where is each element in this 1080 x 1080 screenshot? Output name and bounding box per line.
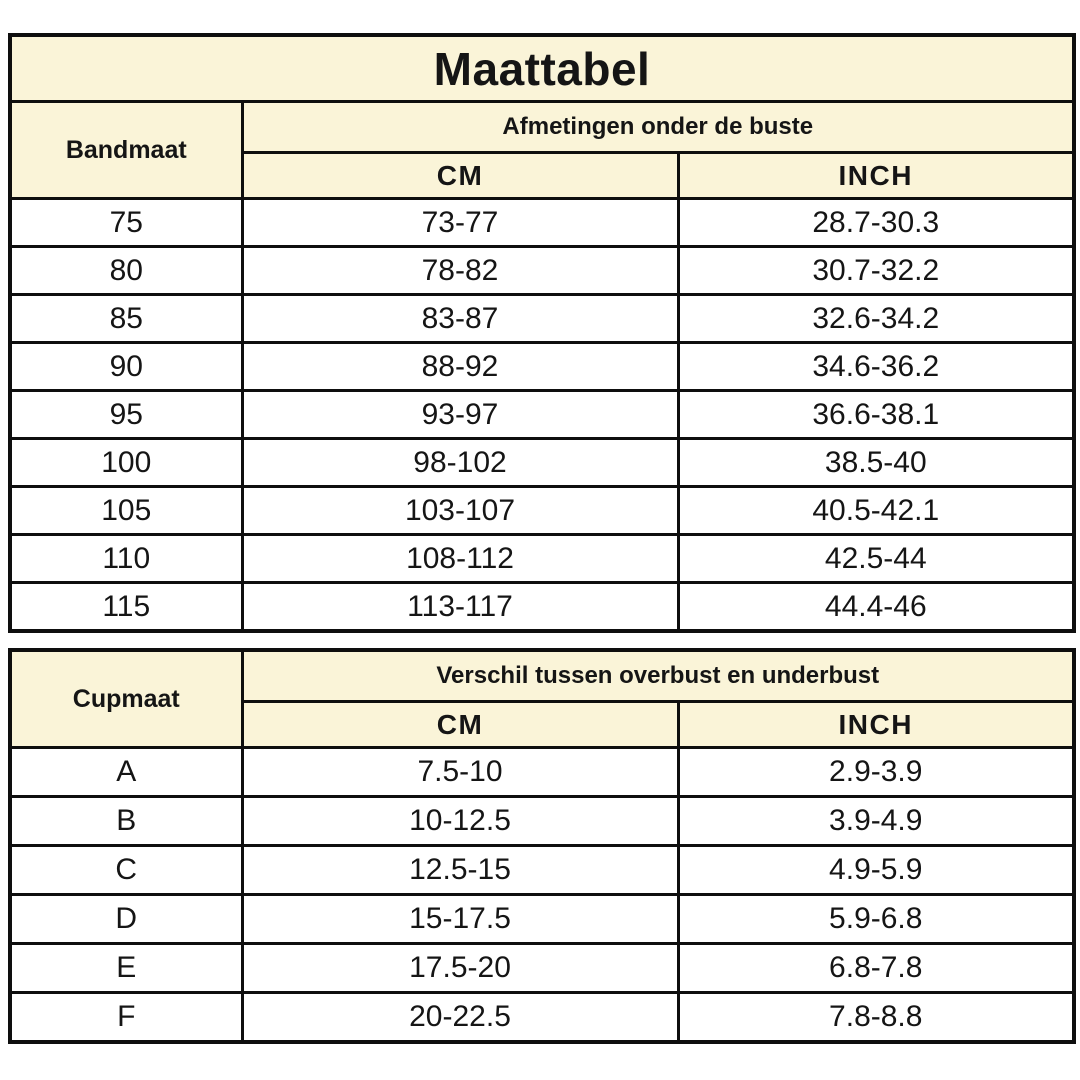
table-row: 115 113-117 44.4-46	[8, 581, 1076, 633]
cup-cm-header: CM	[240, 700, 680, 749]
cm-range-cell: 10-12.5	[240, 795, 680, 847]
table-row: 80 78-82 30.7-32.2	[8, 245, 1076, 296]
band-size-cell: 95	[8, 389, 244, 440]
table-row: D 15-17.5 5.9-6.8	[8, 893, 1076, 945]
inch-range-cell: 42.5-44	[676, 533, 1076, 584]
cup-size-cell: F	[8, 991, 244, 1044]
table-row: 75 73-77 28.7-30.3	[8, 197, 1076, 248]
table-row: 110 108-112 42.5-44	[8, 533, 1076, 584]
band-size-cell: 75	[8, 197, 244, 248]
table-row: 105 103-107 40.5-42.1	[8, 485, 1076, 536]
cup-unit-header-row: CM INCH	[10, 700, 1076, 749]
inch-range-cell: 2.9-3.9	[676, 746, 1076, 798]
band-size-cell: 115	[8, 581, 244, 633]
band-group-header: Afmetingen onder de buste	[240, 100, 1076, 154]
band-size-table: Maattabel Bandmaat Afmetingen onder de b…	[8, 33, 1077, 633]
inch-range-cell: 34.6-36.2	[676, 341, 1076, 392]
band-inch-header: INCH	[676, 151, 1076, 200]
cm-range-cell: 15-17.5	[240, 893, 680, 945]
cm-range-cell: 83-87	[240, 293, 680, 344]
table-row: C 12.5-15 4.9-5.9	[8, 844, 1076, 896]
inch-range-cell: 30.7-32.2	[676, 245, 1076, 296]
table-row: 95 93-97 36.6-38.1	[8, 389, 1076, 440]
cm-range-cell: 108-112	[240, 533, 680, 584]
cm-range-cell: 12.5-15	[240, 844, 680, 896]
band-size-cell: 85	[8, 293, 244, 344]
table-row: F 20-22.5 7.8-8.8	[8, 991, 1076, 1044]
band-table-body: 75 73-77 28.7-30.3 80 78-82 30.7-32.2 85 83-87 3…	[8, 197, 1076, 633]
band-size-cell: 90	[8, 341, 244, 392]
inch-range-cell: 6.8-7.8	[676, 942, 1076, 994]
band-group-header-row: Bandmaat Afmetingen onder de buste	[8, 100, 1076, 200]
cm-range-cell: 20-22.5	[240, 991, 680, 1044]
band-size-cell: 105	[8, 485, 244, 536]
table-row: 90 88-92 34.6-36.2	[8, 341, 1076, 392]
cup-size-cell: A	[8, 746, 244, 798]
cm-range-cell: 7.5-10	[240, 746, 680, 798]
inch-range-cell: 28.7-30.3	[676, 197, 1076, 248]
cm-range-cell: 103-107	[240, 485, 680, 536]
cm-range-cell: 88-92	[240, 341, 680, 392]
cm-range-cell: 93-97	[240, 389, 680, 440]
cup-inch-header: INCH	[676, 700, 1076, 749]
table-row: B 10-12.5 3.9-4.9	[8, 795, 1076, 847]
inch-range-cell: 3.9-4.9	[676, 795, 1076, 847]
band-size-cell: 80	[8, 245, 244, 296]
inch-range-cell: 40.5-42.1	[676, 485, 1076, 536]
table-row: 100 98-102 38.5-40	[8, 437, 1076, 488]
inch-range-cell: 32.6-34.2	[676, 293, 1076, 344]
inch-range-cell: 5.9-6.8	[676, 893, 1076, 945]
band-size-cell: 110	[8, 533, 244, 584]
chart-title-row: Maattabel	[8, 33, 1076, 103]
cm-range-cell: 98-102	[240, 437, 680, 488]
inch-range-cell: 7.8-8.8	[676, 991, 1076, 1044]
cup-size-table: Cupmaat Verschil tussen overbust en unde…	[8, 648, 1076, 1044]
cm-range-cell: 113-117	[240, 581, 680, 633]
band-row-header: Bandmaat	[8, 100, 244, 200]
cup-size-cell: E	[8, 942, 244, 994]
chart-title: Maattabel	[8, 33, 1076, 103]
table-row: E 17.5-20 6.8-7.8	[8, 942, 1076, 994]
cup-group-header-row: Cupmaat Verschil tussen overbust en unde…	[8, 648, 1076, 749]
cup-size-cell: B	[8, 795, 244, 847]
table-row: 85 83-87 32.6-34.2	[8, 293, 1076, 344]
inch-range-cell: 36.6-38.1	[676, 389, 1076, 440]
cup-size-cell: C	[8, 844, 244, 896]
cm-range-cell: 17.5-20	[240, 942, 680, 994]
table-row: A 7.5-10 2.9-3.9	[8, 746, 1076, 798]
cm-range-cell: 78-82	[240, 245, 680, 296]
cup-table-body: A 7.5-10 2.9-3.9 B 10-12.5 3.9-4.9 C 12.5-15 4.9…	[8, 746, 1076, 1044]
inch-range-cell: 44.4-46	[676, 581, 1076, 633]
band-cm-header: CM	[240, 151, 680, 200]
cup-group-header: Verschil tussen overbust en underbust	[240, 648, 1076, 703]
cup-row-header: Cupmaat	[8, 648, 244, 749]
inch-range-cell: 4.9-5.9	[676, 844, 1076, 896]
band-size-cell: 100	[8, 437, 244, 488]
cm-range-cell: 73-77	[240, 197, 680, 248]
band-unit-header-row: CM INCH	[10, 151, 1076, 200]
inch-range-cell: 38.5-40	[676, 437, 1076, 488]
cup-size-cell: D	[8, 893, 244, 945]
